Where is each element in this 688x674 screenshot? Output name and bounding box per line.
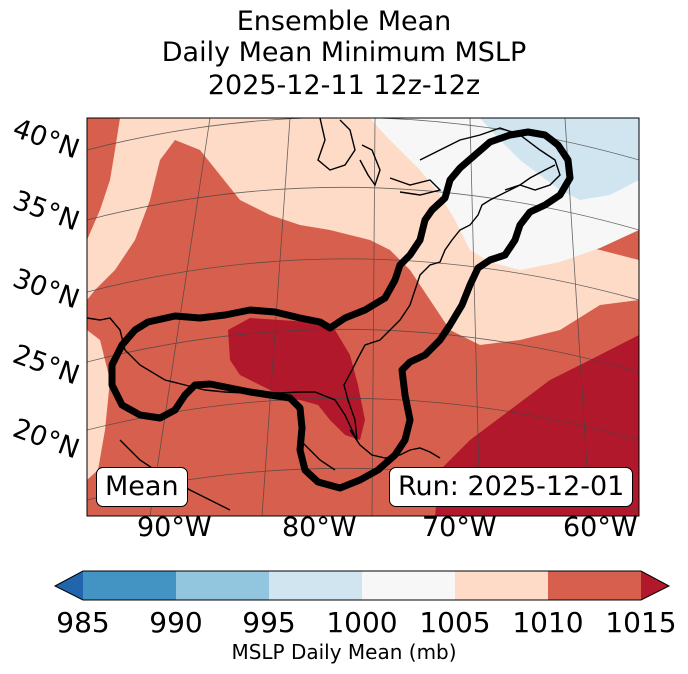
lon-label-80: 80°W <box>282 512 357 543</box>
lon-label-60: 60°W <box>563 512 638 543</box>
field-1005-west <box>87 330 110 480</box>
title-line-2: Daily Mean Minimum MSLP <box>161 37 527 68</box>
colorbar-tick-1015: 1015 <box>605 606 677 639</box>
field-995-band <box>480 118 639 200</box>
colorbar-seg-1005 <box>455 571 548 600</box>
lon-label-90: 90°W <box>137 512 212 543</box>
colorbar-seg-995 <box>269 571 362 600</box>
colorbar-outline <box>53 570 671 601</box>
mean-badge: Mean <box>96 467 188 507</box>
colorbar-tick-995: 995 <box>242 606 296 639</box>
field-1015-gulf <box>228 318 365 440</box>
field-1005-band <box>87 118 639 345</box>
colorbar <box>53 570 671 601</box>
colorbar-tick-1010: 1010 <box>512 606 584 639</box>
colorbar-seg-1000 <box>362 571 455 600</box>
colorbar-tick-985: 985 <box>56 606 110 639</box>
colorbar-tick-1005: 1005 <box>419 606 491 639</box>
colorbar-label: MSLP Daily Mean (mb) <box>231 640 457 664</box>
run-badge: Run: 2025-12-01 <box>389 467 634 507</box>
colorbar-seg-1010 <box>548 571 641 600</box>
colorbar-extend-high <box>641 571 669 600</box>
colorbar-tick-990: 990 <box>149 606 203 639</box>
colorbar-seg-990 <box>176 571 269 600</box>
map-frame <box>86 117 640 517</box>
ensemble-contour <box>108 128 574 492</box>
colorbar-tick-1000: 1000 <box>326 606 398 639</box>
title-line-3: 2025-12-11 12z-12z <box>207 70 481 101</box>
colorbar-seg-985 <box>83 571 176 600</box>
title-line-1: Ensemble Mean <box>236 6 452 37</box>
colorbar-extend-low <box>55 571 83 600</box>
lon-label-70: 70°W <box>422 512 497 543</box>
